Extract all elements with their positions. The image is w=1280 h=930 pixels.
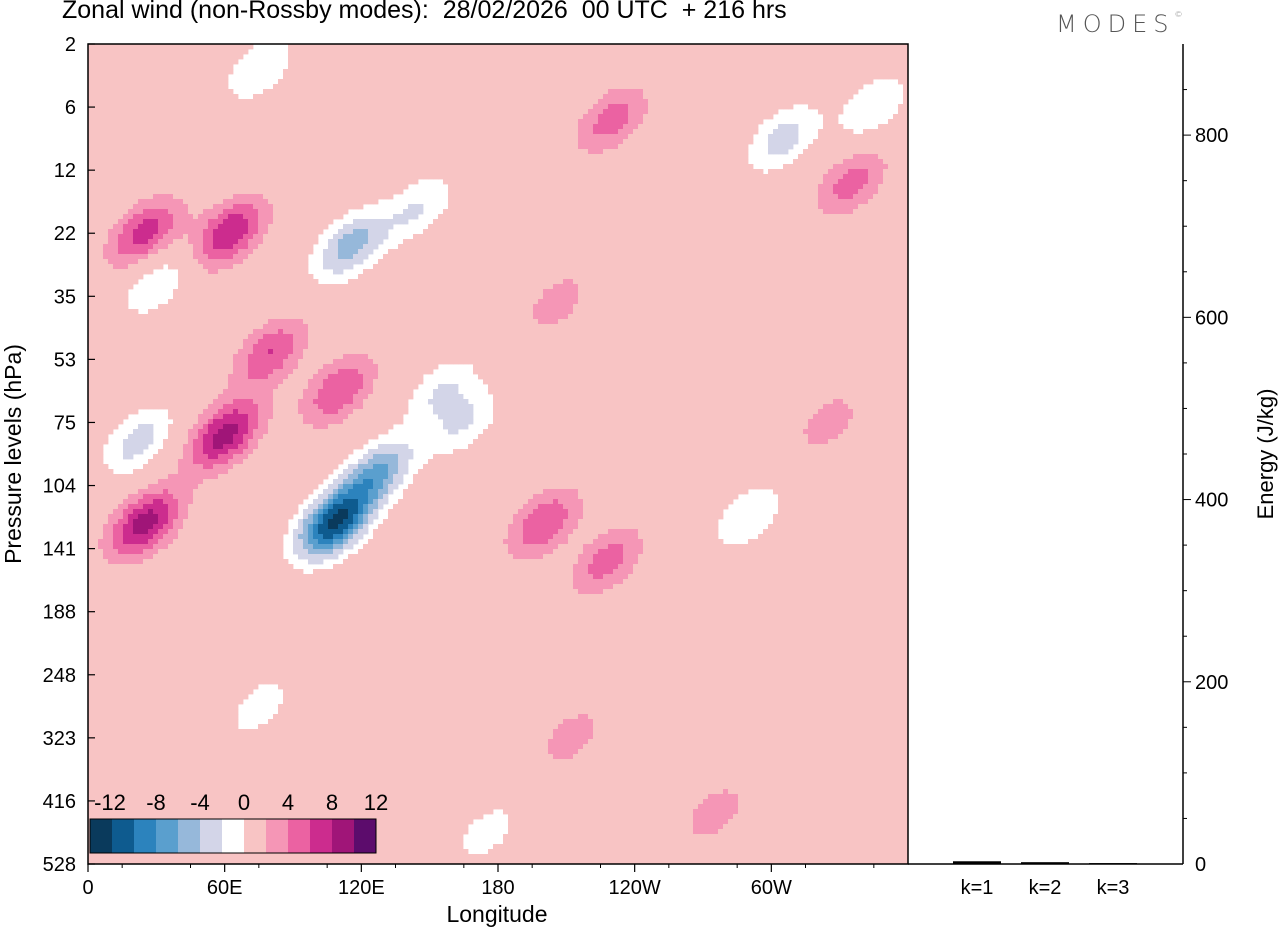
- y-tick-label: 2: [65, 34, 76, 56]
- colorbar-swatch: [310, 819, 332, 853]
- y-tick-label: 141: [43, 539, 76, 561]
- y-tick-label: 6: [65, 97, 76, 119]
- energy-category-label: k=3: [1097, 877, 1130, 899]
- y-tick-label: 35: [54, 286, 76, 308]
- colorbar-swatch: [156, 819, 178, 853]
- energy-category-label: k=2: [1029, 877, 1062, 899]
- colorbar-label: 12: [364, 790, 388, 815]
- energy-tick-label: 800: [1195, 125, 1228, 147]
- y-tick-label: 188: [43, 602, 76, 624]
- y-axis-label: Pressure levels (hPa): [0, 344, 26, 564]
- colorbar-swatch: [112, 819, 134, 853]
- y-tick-label: 12: [54, 160, 76, 182]
- energy-tick-label: 400: [1195, 490, 1228, 512]
- energy-category-label: k=1: [961, 877, 994, 899]
- y-tick-label: 104: [43, 476, 76, 498]
- x-tick-label: 60W: [751, 877, 792, 899]
- energy-tick-label: 0: [1195, 854, 1206, 876]
- x-tick-label: 60E: [207, 877, 243, 899]
- energy-bar: [1021, 862, 1069, 864]
- y-tick-label: 75: [54, 412, 76, 434]
- y-tick-label: 528: [43, 854, 76, 876]
- heatmap-field: [88, 44, 908, 864]
- energy-bar: [953, 861, 1001, 864]
- y-tick-label: 323: [43, 728, 76, 750]
- colorbar-swatch: [222, 819, 244, 853]
- colorbar-label: -4: [190, 790, 210, 815]
- y-tick-label: 22: [54, 223, 76, 245]
- energy-bar-chart: 0 200 400 600 800 k=1 k=2 k=3 Energy (J/kg): [908, 44, 1278, 899]
- colorbar-swatch: [332, 819, 354, 853]
- colorbar-swatch: [288, 819, 310, 853]
- x-tick-label: 0: [82, 877, 93, 899]
- colorbar-label: -12: [94, 790, 126, 815]
- colorbar-swatch: [244, 819, 266, 853]
- colorbar-label: 0: [238, 790, 250, 815]
- colorbar-label: 4: [282, 790, 294, 815]
- colorbar-swatch: [178, 819, 200, 853]
- chart-canvas: -12 -8 -4 0 4 8 12 2 6 12 22 35 53 75 104 141 188 248 323…: [0, 0, 1280, 930]
- energy-tick-label: 600: [1195, 307, 1228, 329]
- x-axis-label: Longitude: [446, 901, 547, 927]
- y-tick-label: 53: [54, 349, 76, 371]
- x-tick-label: 120W: [609, 877, 661, 899]
- colorbar-label: -8: [146, 790, 166, 815]
- colorbar-swatch: [266, 819, 288, 853]
- energy-axis-label: Energy (J/kg): [1253, 389, 1278, 520]
- energy-tick-label: 200: [1195, 672, 1228, 694]
- y-tick-label: 416: [43, 791, 76, 813]
- colorbar-swatch: [134, 819, 156, 853]
- y-tick-label: 248: [43, 665, 76, 687]
- colorbar-label: 8: [326, 790, 338, 815]
- colorbar-swatch: [90, 819, 112, 853]
- x-tick-label: 180: [481, 877, 514, 899]
- colorbar-swatch: [200, 819, 222, 853]
- x-tick-label: 120E: [338, 877, 385, 899]
- energy-bar: [1089, 863, 1137, 864]
- colorbar-swatch: [354, 819, 376, 853]
